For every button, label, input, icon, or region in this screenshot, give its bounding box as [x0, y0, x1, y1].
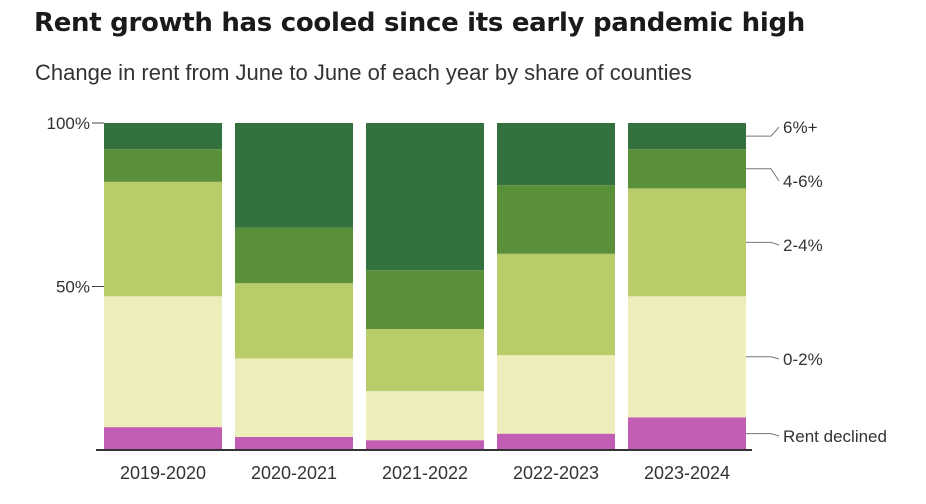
x-category-label: 2019-2020: [120, 463, 206, 483]
y-tick-label: 50%: [56, 278, 90, 297]
bar-segment: [628, 417, 746, 450]
bar-segment: [366, 391, 484, 441]
bar-segment: [104, 181, 222, 297]
bar-segment: [497, 123, 615, 186]
bar-segment: [497, 253, 615, 356]
bar-segment: [497, 433, 615, 450]
x-category-label: 2023-2024: [644, 463, 730, 483]
x-category-label: 2021-2022: [382, 463, 468, 483]
bar-segment: [497, 185, 615, 254]
bar-segment: [235, 227, 353, 284]
bar-segment: [104, 296, 222, 428]
bar-segment: [366, 123, 484, 271]
bar-segment: [366, 270, 484, 330]
y-tick-label: 100%: [47, 114, 90, 133]
legend-label: Rent declined: [783, 427, 887, 446]
bar-segment: [628, 296, 746, 418]
legend-label: 4-6%: [783, 172, 823, 191]
legend-leader-line: [746, 356, 780, 360]
bar-segment: [628, 149, 746, 189]
legend-leader-line: [746, 168, 780, 182]
x-category-label: 2022-2023: [513, 463, 599, 483]
bar-segment: [235, 358, 353, 437]
bar-segment: [628, 123, 746, 150]
legend-leader-line: [746, 433, 780, 437]
bar-segment: [104, 427, 222, 450]
bar-segment: [366, 440, 484, 450]
bar-segment: [235, 436, 353, 450]
x-category-label: 2020-2021: [251, 463, 337, 483]
legend-leader-line: [746, 241, 780, 246]
chart-subtitle: Change in rent from June to June of each…: [35, 60, 692, 85]
legend-label: 2-4%: [783, 236, 823, 255]
chart-title: Rent growth has cooled since its early p…: [34, 8, 805, 38]
bar-segment: [628, 188, 746, 297]
bar-segment: [104, 149, 222, 182]
legend-label: 0-2%: [783, 350, 823, 369]
bar-segment: [366, 329, 484, 392]
bar-segment: [497, 355, 615, 434]
bar-segment: [104, 123, 222, 150]
legend-label: 6%+: [783, 118, 818, 137]
legend-leader-line: [746, 126, 780, 137]
bar-segment: [235, 123, 353, 228]
bar-segment: [235, 283, 353, 359]
